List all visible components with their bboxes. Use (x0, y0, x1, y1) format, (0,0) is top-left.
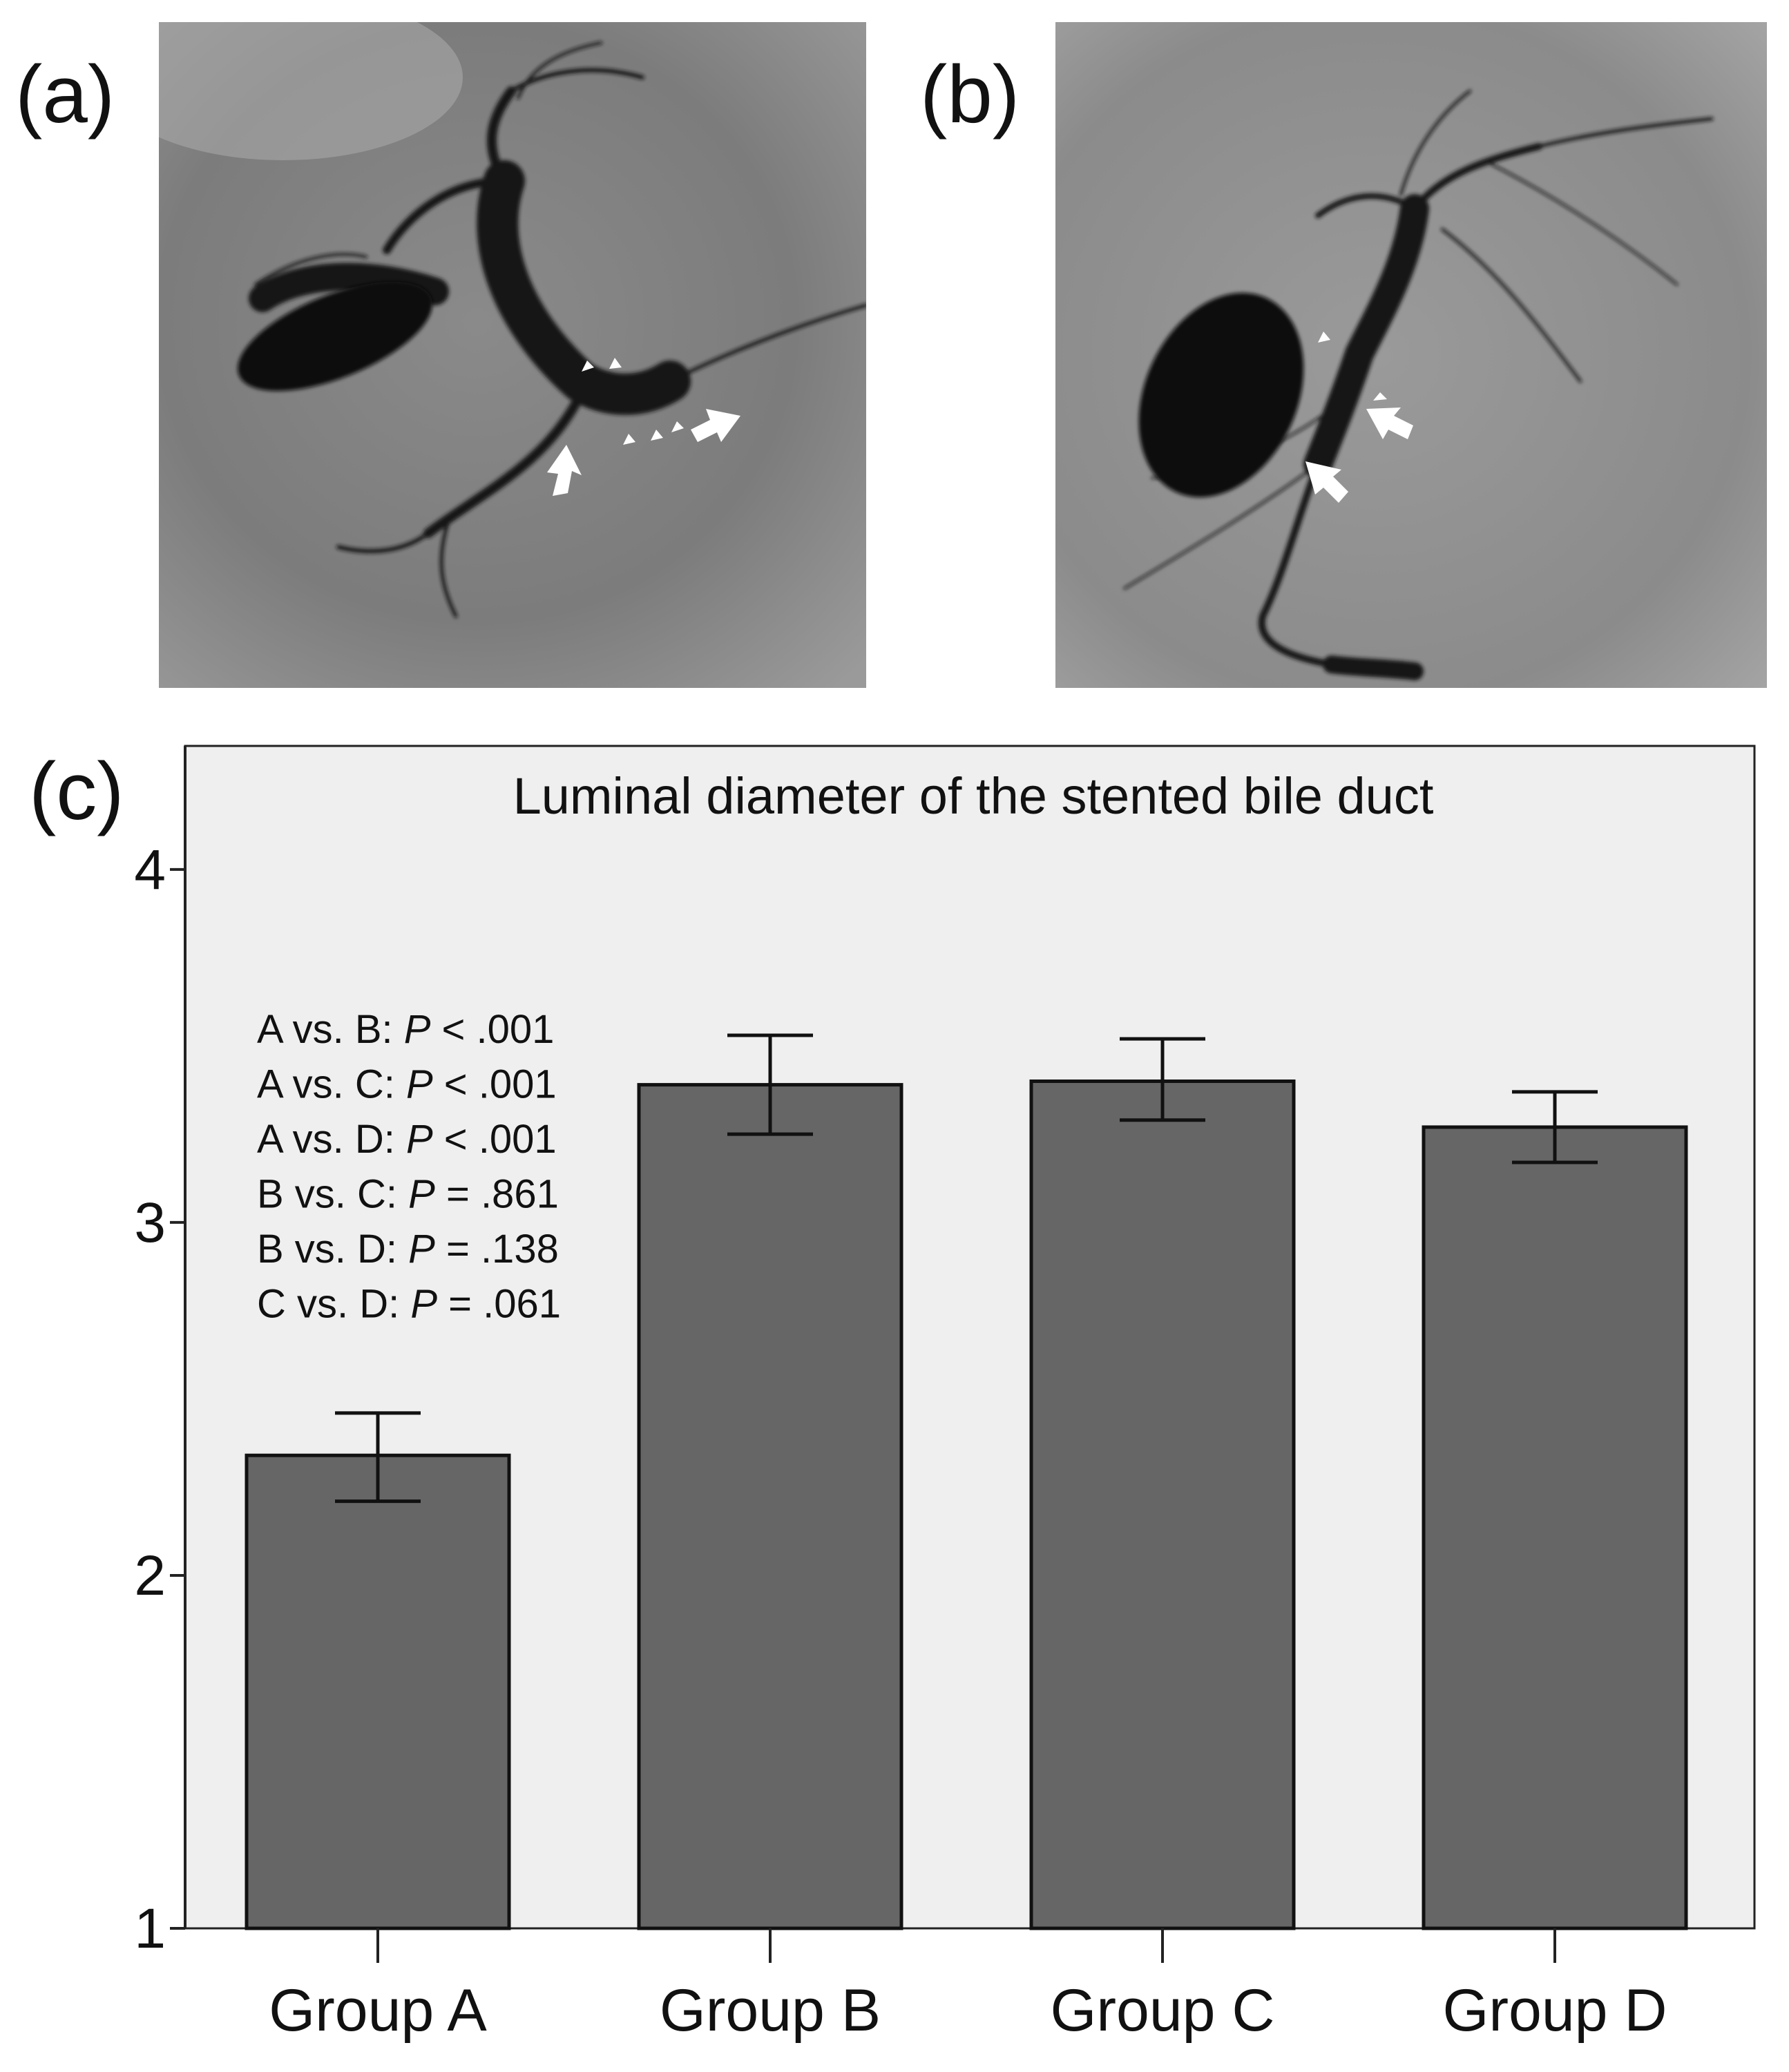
p-symbol: P (406, 1062, 433, 1107)
p-symbol: P (406, 1117, 433, 1162)
p-value: < .001 (433, 1062, 557, 1107)
p-value: < .001 (430, 1007, 554, 1052)
cholangiogram-image-b (1055, 22, 1767, 688)
bar-group-a (245, 1453, 511, 1930)
bar-group-b (637, 1083, 903, 1930)
p-value-annotation: B vs. C: P = .861 (257, 1172, 559, 1217)
p-value: = .138 (435, 1227, 559, 1272)
comparison-label: A vs. D: (257, 1117, 406, 1162)
x-tick-label: Group A (269, 1977, 487, 2044)
p-value-annotation: A vs. D: P < .001 (257, 1117, 557, 1162)
p-symbol: P (404, 1007, 431, 1052)
p-value: = .061 (437, 1282, 561, 1327)
p-value-annotation: B vs. D: P = .138 (257, 1227, 559, 1272)
comparison-label: B vs. C: (257, 1172, 408, 1217)
comparison-label: A vs. B: (257, 1007, 404, 1052)
y-tick-label: 4 (134, 838, 166, 901)
y-tick-label: 3 (134, 1191, 166, 1254)
x-tick-label: Group D (1442, 1977, 1667, 2044)
bar-group-d (1422, 1125, 1688, 1930)
chart-title: Luminal diameter of the stented bile duc… (513, 767, 1434, 825)
x-tick-label: Group C (1050, 1977, 1274, 2044)
panel-label-a: (a) (15, 49, 115, 140)
bar-group-c (1029, 1079, 1296, 1930)
p-value-annotation: A vs. B: P < .001 (257, 1007, 554, 1052)
p-symbol: P (410, 1282, 437, 1327)
comparison-label: A vs. C: (257, 1062, 406, 1107)
y-tick-label: 2 (134, 1544, 166, 1607)
p-symbol: P (408, 1227, 435, 1272)
y-tick-label: 1 (134, 1897, 166, 1960)
panel-label-c: (c) (29, 746, 124, 837)
p-value: < .001 (433, 1117, 557, 1162)
comparison-label: B vs. D: (257, 1227, 408, 1272)
p-symbol: P (408, 1172, 435, 1217)
panel-label-b: (b) (920, 49, 1020, 140)
x-tick-label: Group B (660, 1977, 881, 2044)
p-value-annotation: A vs. C: P < .001 (257, 1062, 557, 1107)
p-value-annotation: C vs. D: P = .061 (257, 1282, 561, 1327)
p-value: = .861 (435, 1172, 559, 1217)
cholangiogram-image-a (159, 22, 866, 688)
comparison-label: C vs. D: (257, 1282, 410, 1327)
